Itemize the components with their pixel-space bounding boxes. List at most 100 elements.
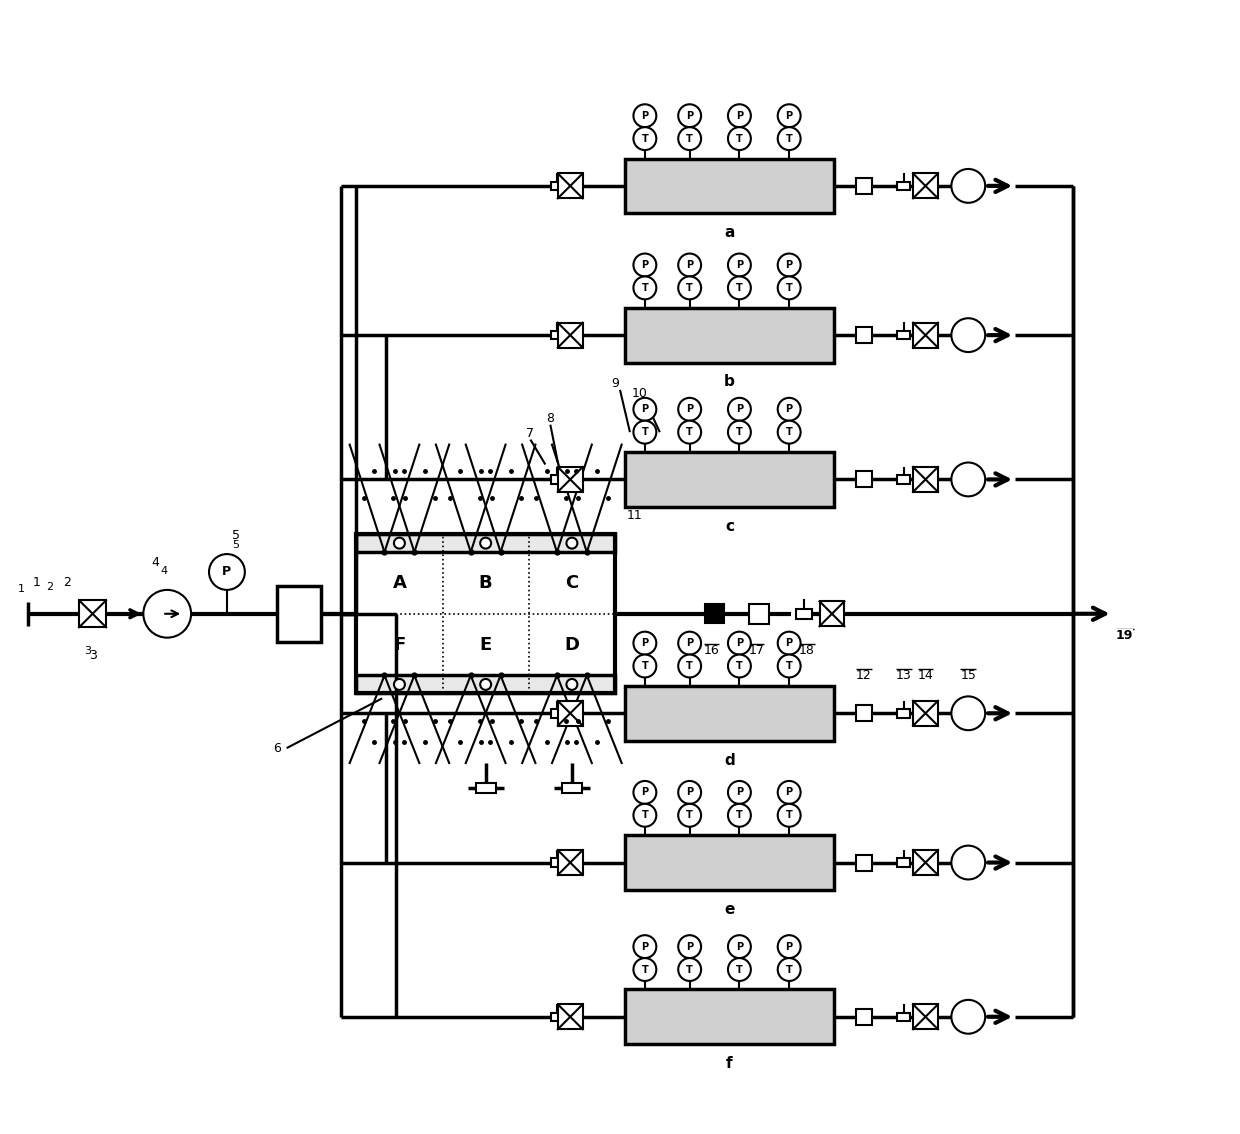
Bar: [558, 1005, 583, 1030]
Text: P: P: [641, 787, 649, 797]
Bar: [856, 472, 872, 488]
Text: P: P: [686, 787, 693, 797]
Circle shape: [678, 781, 701, 804]
Text: T: T: [686, 282, 693, 293]
Text: B: B: [479, 574, 492, 592]
Circle shape: [728, 104, 751, 127]
Text: P: P: [686, 111, 693, 120]
Circle shape: [777, 781, 801, 804]
Text: f: f: [727, 1056, 733, 1072]
Text: 3: 3: [88, 649, 97, 661]
Circle shape: [634, 958, 656, 981]
Circle shape: [728, 936, 751, 958]
Circle shape: [678, 632, 701, 654]
Text: P: P: [735, 111, 743, 120]
Text: T: T: [786, 965, 792, 974]
Circle shape: [777, 421, 801, 443]
Bar: [913, 701, 937, 726]
Text: 19: 19: [1116, 628, 1133, 642]
Circle shape: [728, 654, 751, 677]
Text: T: T: [786, 134, 792, 144]
Bar: [551, 331, 564, 339]
Text: P: P: [641, 260, 649, 270]
Bar: [558, 174, 583, 198]
Circle shape: [634, 127, 656, 150]
Bar: [558, 467, 583, 492]
Bar: [856, 328, 872, 344]
Text: P: P: [735, 638, 743, 649]
Text: T: T: [737, 428, 743, 438]
Circle shape: [678, 254, 701, 277]
Text: T: T: [686, 428, 693, 438]
Text: d: d: [724, 753, 735, 768]
Text: T: T: [641, 965, 649, 974]
Text: 1: 1: [33, 576, 41, 589]
Text: 13: 13: [895, 669, 911, 682]
Text: D: D: [564, 636, 579, 653]
Circle shape: [728, 127, 751, 150]
Text: e: e: [724, 902, 734, 917]
Circle shape: [634, 254, 656, 277]
Circle shape: [777, 254, 801, 277]
Text: 8: 8: [547, 412, 554, 425]
Text: 15: 15: [960, 669, 976, 682]
Text: T: T: [686, 965, 693, 974]
Circle shape: [951, 1000, 986, 1034]
Text: 7: 7: [527, 426, 534, 440]
Text: 6: 6: [273, 742, 280, 754]
Text: a: a: [724, 226, 734, 240]
Text: P: P: [786, 638, 792, 649]
Text: T: T: [641, 661, 649, 671]
Bar: [558, 850, 583, 875]
Bar: [625, 159, 835, 213]
Circle shape: [777, 804, 801, 827]
Text: 4: 4: [151, 556, 159, 569]
Bar: [551, 475, 564, 484]
Bar: [562, 782, 582, 793]
Text: 5: 5: [232, 530, 239, 542]
Bar: [897, 709, 910, 718]
Bar: [625, 835, 835, 890]
Circle shape: [777, 398, 801, 421]
Text: 16: 16: [703, 644, 719, 657]
Text: 18: 18: [799, 644, 815, 657]
Bar: [551, 709, 564, 718]
Bar: [625, 452, 835, 507]
Text: 2: 2: [63, 576, 71, 589]
Bar: [356, 534, 615, 693]
Circle shape: [634, 781, 656, 804]
Text: 10: 10: [632, 387, 647, 400]
Circle shape: [634, 654, 656, 677]
Text: P: P: [786, 941, 792, 951]
Circle shape: [634, 936, 656, 958]
Bar: [356, 534, 615, 552]
Text: T: T: [786, 811, 792, 820]
Text: P: P: [735, 787, 743, 797]
Bar: [706, 604, 724, 624]
Text: T: T: [686, 661, 693, 671]
Circle shape: [777, 958, 801, 981]
Circle shape: [678, 104, 701, 127]
Bar: [856, 1009, 872, 1025]
Circle shape: [678, 654, 701, 677]
Circle shape: [728, 781, 751, 804]
Bar: [897, 1013, 910, 1021]
Circle shape: [144, 590, 191, 637]
Circle shape: [728, 804, 751, 827]
Text: P: P: [641, 405, 649, 414]
Circle shape: [678, 398, 701, 421]
Text: T: T: [786, 428, 792, 438]
Circle shape: [728, 254, 751, 277]
Bar: [820, 601, 844, 626]
Circle shape: [678, 936, 701, 958]
Bar: [856, 855, 872, 871]
Bar: [558, 701, 583, 726]
Circle shape: [678, 127, 701, 150]
Circle shape: [951, 463, 986, 497]
Bar: [913, 323, 937, 348]
Text: T: T: [686, 134, 693, 144]
Bar: [913, 174, 937, 198]
Text: 2: 2: [46, 582, 53, 592]
Circle shape: [777, 632, 801, 654]
Bar: [558, 323, 583, 348]
